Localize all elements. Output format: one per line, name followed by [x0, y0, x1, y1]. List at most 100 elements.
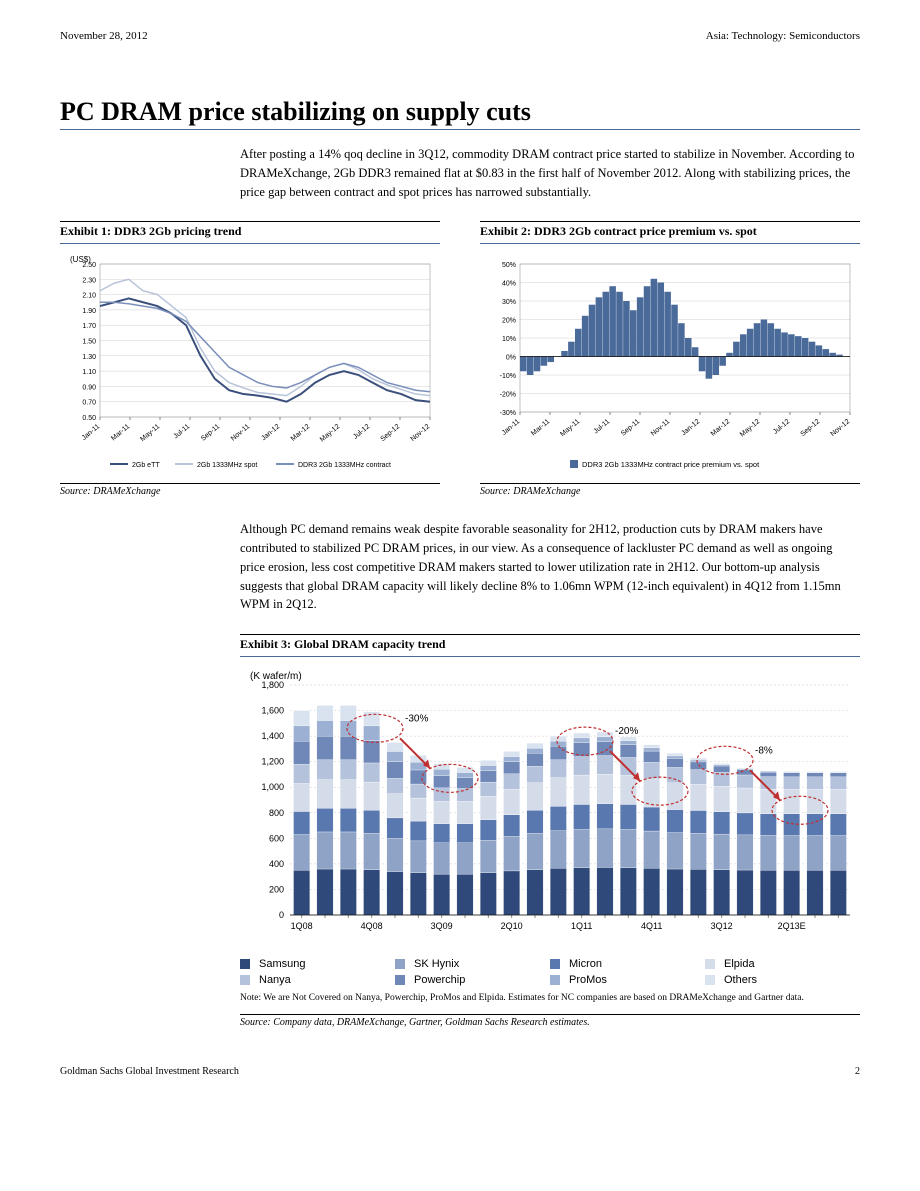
svg-text:Jul-11: Jul-11: [173, 423, 192, 440]
exhibit2-source: Source: DRAMeXchange: [480, 486, 860, 497]
exhibit3-source: Source: Company data, DRAMeXchange, Gart…: [240, 1017, 860, 1028]
svg-text:Jul-12: Jul-12: [772, 418, 791, 436]
exhibit2-title: Exhibit 2: DDR3 2Gb contract price premi…: [480, 224, 860, 244]
svg-text:0: 0: [279, 910, 284, 920]
svg-text:3Q12: 3Q12: [711, 921, 733, 931]
exhibit3-chart: (K wafer/m)02004006008001,0001,2001,4001…: [240, 665, 860, 945]
svg-text:0.70: 0.70: [82, 400, 96, 407]
exhibit3-note: Note: We are Not Covered on Nanya, Power…: [240, 992, 860, 1004]
svg-text:1.10: 1.10: [82, 369, 96, 376]
svg-text:0%: 0%: [506, 355, 516, 362]
svg-text:Jul-12: Jul-12: [352, 423, 371, 441]
svg-text:800: 800: [269, 808, 284, 818]
svg-text:4Q11: 4Q11: [641, 921, 662, 931]
svg-text:400: 400: [269, 859, 284, 869]
exhibit-1: Exhibit 1: DDR3 2Gb pricing trend (US$)0…: [60, 221, 440, 512]
svg-text:50%: 50%: [502, 262, 516, 269]
svg-text:4Q08: 4Q08: [361, 921, 383, 931]
legend-item: SK Hynix: [395, 956, 550, 972]
svg-text:Sep-12: Sep-12: [379, 423, 401, 443]
svg-text:2.30: 2.30: [82, 278, 96, 285]
svg-text:-10%: -10%: [500, 373, 516, 380]
svg-text:-8%: -8%: [755, 745, 773, 756]
svg-text:1.50: 1.50: [82, 339, 96, 346]
svg-text:-20%: -20%: [500, 392, 516, 399]
svg-text:Mar-12: Mar-12: [710, 418, 732, 438]
footer-left: Goldman Sachs Global Investment Research: [60, 1066, 239, 1077]
svg-text:May-11: May-11: [559, 418, 581, 438]
svg-text:May-11: May-11: [139, 423, 161, 443]
svg-text:1,600: 1,600: [261, 706, 284, 716]
svg-text:Jan-12: Jan-12: [680, 418, 701, 437]
svg-text:-30%: -30%: [500, 410, 516, 417]
svg-text:2Gb 1333MHz spot: 2Gb 1333MHz spot: [197, 462, 257, 469]
svg-text:Jan-11: Jan-11: [501, 418, 522, 437]
svg-text:Jan-12: Jan-12: [260, 423, 281, 442]
svg-text:1,400: 1,400: [261, 731, 284, 741]
legend-item: Micron: [550, 956, 705, 972]
svg-text:1,800: 1,800: [261, 680, 284, 690]
svg-text:May-12: May-12: [319, 423, 341, 443]
svg-text:DDR3 2Gb 1333MHz contract pric: DDR3 2Gb 1333MHz contract price premium …: [582, 460, 760, 469]
header-date: November 28, 2012: [60, 30, 148, 42]
svg-text:-30%: -30%: [405, 713, 428, 724]
exhibit2-chart: -30% -20% -10% 0% 10% 20% 30% 40% 50% Jan-11 Mar-1…: [480, 252, 860, 472]
svg-text:Nov-11: Nov-11: [230, 423, 251, 443]
svg-text:10%: 10%: [502, 336, 516, 343]
svg-text:Nov-12: Nov-12: [409, 423, 431, 443]
svg-text:3Q09: 3Q09: [431, 921, 453, 931]
svg-text:1Q11: 1Q11: [571, 921, 592, 931]
svg-text:2.10: 2.10: [82, 293, 96, 300]
svg-text:-20%: -20%: [615, 726, 638, 737]
svg-text:Nov-11: Nov-11: [650, 418, 671, 438]
svg-text:0.50: 0.50: [82, 415, 96, 422]
svg-text:1.90: 1.90: [82, 308, 96, 315]
svg-text:2Q10: 2Q10: [501, 921, 523, 931]
legend-item: Samsung: [240, 956, 395, 972]
svg-text:600: 600: [269, 833, 284, 843]
svg-text:2.50: 2.50: [82, 262, 96, 269]
svg-text:1.70: 1.70: [82, 323, 96, 330]
svg-text:Jul-11: Jul-11: [593, 418, 612, 435]
legend-item: Others: [705, 972, 860, 988]
svg-text:1,200: 1,200: [261, 757, 284, 767]
intro-paragraph: After posting a 14% qoq decline in 3Q12,…: [240, 145, 860, 201]
header-section: Asia: Technology: Semiconductors: [706, 30, 860, 42]
svg-text:1Q08: 1Q08: [291, 921, 313, 931]
svg-text:2Q13E: 2Q13E: [778, 921, 806, 931]
svg-text:Sep-12: Sep-12: [799, 418, 821, 438]
svg-text:DDR3 2Gb 1333MHz contract: DDR3 2Gb 1333MHz contract: [298, 462, 391, 469]
legend-item: ProMos: [550, 972, 705, 988]
svg-text:Jan-11: Jan-11: [81, 423, 102, 442]
svg-text:1,000: 1,000: [261, 782, 284, 792]
svg-text:May-12: May-12: [739, 418, 761, 438]
svg-text:200: 200: [269, 884, 284, 894]
page-title: PC DRAM price stabilizing on supply cuts: [60, 97, 860, 127]
svg-text:30%: 30%: [502, 299, 516, 306]
svg-text:Mar-11: Mar-11: [110, 423, 131, 442]
svg-text:Nov-12: Nov-12: [829, 418, 851, 438]
svg-text:Mar-12: Mar-12: [290, 423, 312, 443]
svg-text:Sep-11: Sep-11: [620, 418, 641, 438]
exhibit1-chart: (US$)0.500.700.901.101.301.501.701.902.1…: [60, 252, 440, 472]
svg-text:40%: 40%: [502, 281, 516, 288]
exhibit1-source: Source: DRAMeXchange: [60, 486, 440, 497]
svg-text:2Gb eTT: 2Gb eTT: [132, 462, 160, 469]
legend-item: Elpida: [705, 956, 860, 972]
exhibit-2: Exhibit 2: DDR3 2Gb contract price premi…: [480, 221, 860, 512]
title-rule: [60, 129, 860, 130]
footer-right: 2: [855, 1066, 860, 1077]
page-header: November 28, 2012 Asia: Technology: Semi…: [60, 30, 860, 42]
page-footer: Goldman Sachs Global Investment Research…: [60, 1058, 860, 1077]
legend-item: Nanya: [240, 972, 395, 988]
svg-text:20%: 20%: [502, 318, 516, 325]
legend-item: Powerchip: [395, 972, 550, 988]
exhibit3-title: Exhibit 3: Global DRAM capacity trend: [240, 637, 860, 657]
exhibit1-title: Exhibit 1: DDR3 2Gb pricing trend: [60, 224, 440, 244]
exhibit3-legend: SamsungSK HynixMicronElpida NanyaPowerchi…: [240, 956, 860, 988]
svg-text:Mar-11: Mar-11: [530, 418, 551, 437]
svg-text:1.30: 1.30: [82, 354, 96, 361]
exhibit-3: Exhibit 3: Global DRAM capacity trend (K…: [240, 634, 860, 1028]
svg-text:0.90: 0.90: [82, 385, 96, 392]
svg-text:Sep-11: Sep-11: [200, 423, 221, 443]
